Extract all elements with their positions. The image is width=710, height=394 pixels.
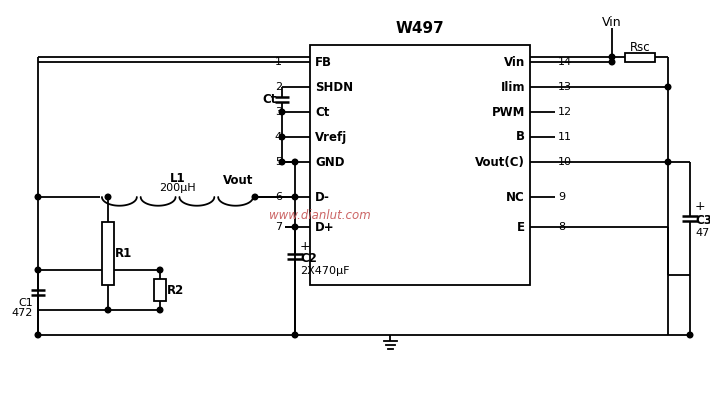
Text: 472: 472: [11, 309, 33, 318]
Text: Ct: Ct: [315, 106, 329, 119]
Text: 200μH: 200μH: [159, 183, 196, 193]
Circle shape: [36, 267, 40, 273]
Circle shape: [157, 267, 163, 273]
Bar: [625, 52, 655, 61]
Circle shape: [609, 59, 615, 65]
Text: NC: NC: [506, 191, 525, 203]
Text: 10: 10: [558, 157, 572, 167]
Text: 14: 14: [558, 57, 572, 67]
Text: www.dianlut.com: www.dianlut.com: [269, 208, 371, 221]
Circle shape: [665, 159, 671, 165]
Text: 11: 11: [558, 132, 572, 142]
Bar: [154, 279, 166, 301]
Circle shape: [157, 307, 163, 313]
Text: 5: 5: [275, 157, 282, 167]
Circle shape: [279, 134, 285, 140]
Text: Ct: Ct: [263, 93, 277, 106]
Bar: [310, 45, 530, 285]
Circle shape: [609, 54, 615, 60]
Text: FB: FB: [315, 56, 332, 69]
Text: 4: 4: [275, 132, 282, 142]
Circle shape: [279, 109, 285, 115]
Circle shape: [687, 332, 693, 338]
Circle shape: [293, 224, 297, 230]
Text: SHDN: SHDN: [315, 80, 353, 93]
Text: Vin: Vin: [504, 56, 525, 69]
Circle shape: [105, 194, 111, 200]
Text: D+: D+: [315, 221, 334, 234]
Text: C1: C1: [18, 297, 33, 307]
Text: C3: C3: [695, 214, 710, 227]
Text: Rsc: Rsc: [630, 41, 650, 54]
Text: GND: GND: [315, 156, 344, 169]
Circle shape: [36, 194, 40, 200]
Text: +: +: [695, 200, 706, 213]
Text: 2: 2: [275, 82, 282, 92]
Text: B: B: [516, 130, 525, 143]
Text: Vrefj: Vrefj: [315, 130, 347, 143]
Text: 8: 8: [558, 222, 565, 232]
Bar: [102, 223, 114, 284]
Text: W497: W497: [395, 20, 444, 35]
Text: 7: 7: [275, 222, 282, 232]
Circle shape: [665, 84, 671, 90]
Text: Vout: Vout: [223, 173, 253, 186]
Text: 2X470μF: 2X470μF: [300, 266, 349, 276]
Text: +: +: [300, 240, 311, 253]
Text: Vin: Vin: [602, 15, 622, 28]
Text: 12: 12: [558, 107, 572, 117]
Text: R2: R2: [167, 284, 185, 297]
Circle shape: [36, 332, 40, 338]
Text: 1: 1: [275, 57, 282, 67]
Circle shape: [252, 194, 258, 200]
Circle shape: [279, 159, 285, 165]
Text: 3: 3: [275, 107, 282, 117]
Text: 13: 13: [558, 82, 572, 92]
Text: Ilim: Ilim: [501, 80, 525, 93]
Text: R1: R1: [115, 247, 132, 260]
Text: 6: 6: [275, 192, 282, 202]
Text: D-: D-: [315, 191, 330, 203]
Text: Vout(C): Vout(C): [475, 156, 525, 169]
Text: E: E: [517, 221, 525, 234]
Text: 470μF: 470μF: [695, 227, 710, 238]
Text: 9: 9: [558, 192, 565, 202]
Text: L1: L1: [170, 171, 185, 184]
Text: PWM: PWM: [491, 106, 525, 119]
Circle shape: [105, 307, 111, 313]
Text: C2: C2: [300, 253, 317, 266]
Circle shape: [293, 159, 297, 165]
Circle shape: [293, 332, 297, 338]
Circle shape: [293, 194, 297, 200]
